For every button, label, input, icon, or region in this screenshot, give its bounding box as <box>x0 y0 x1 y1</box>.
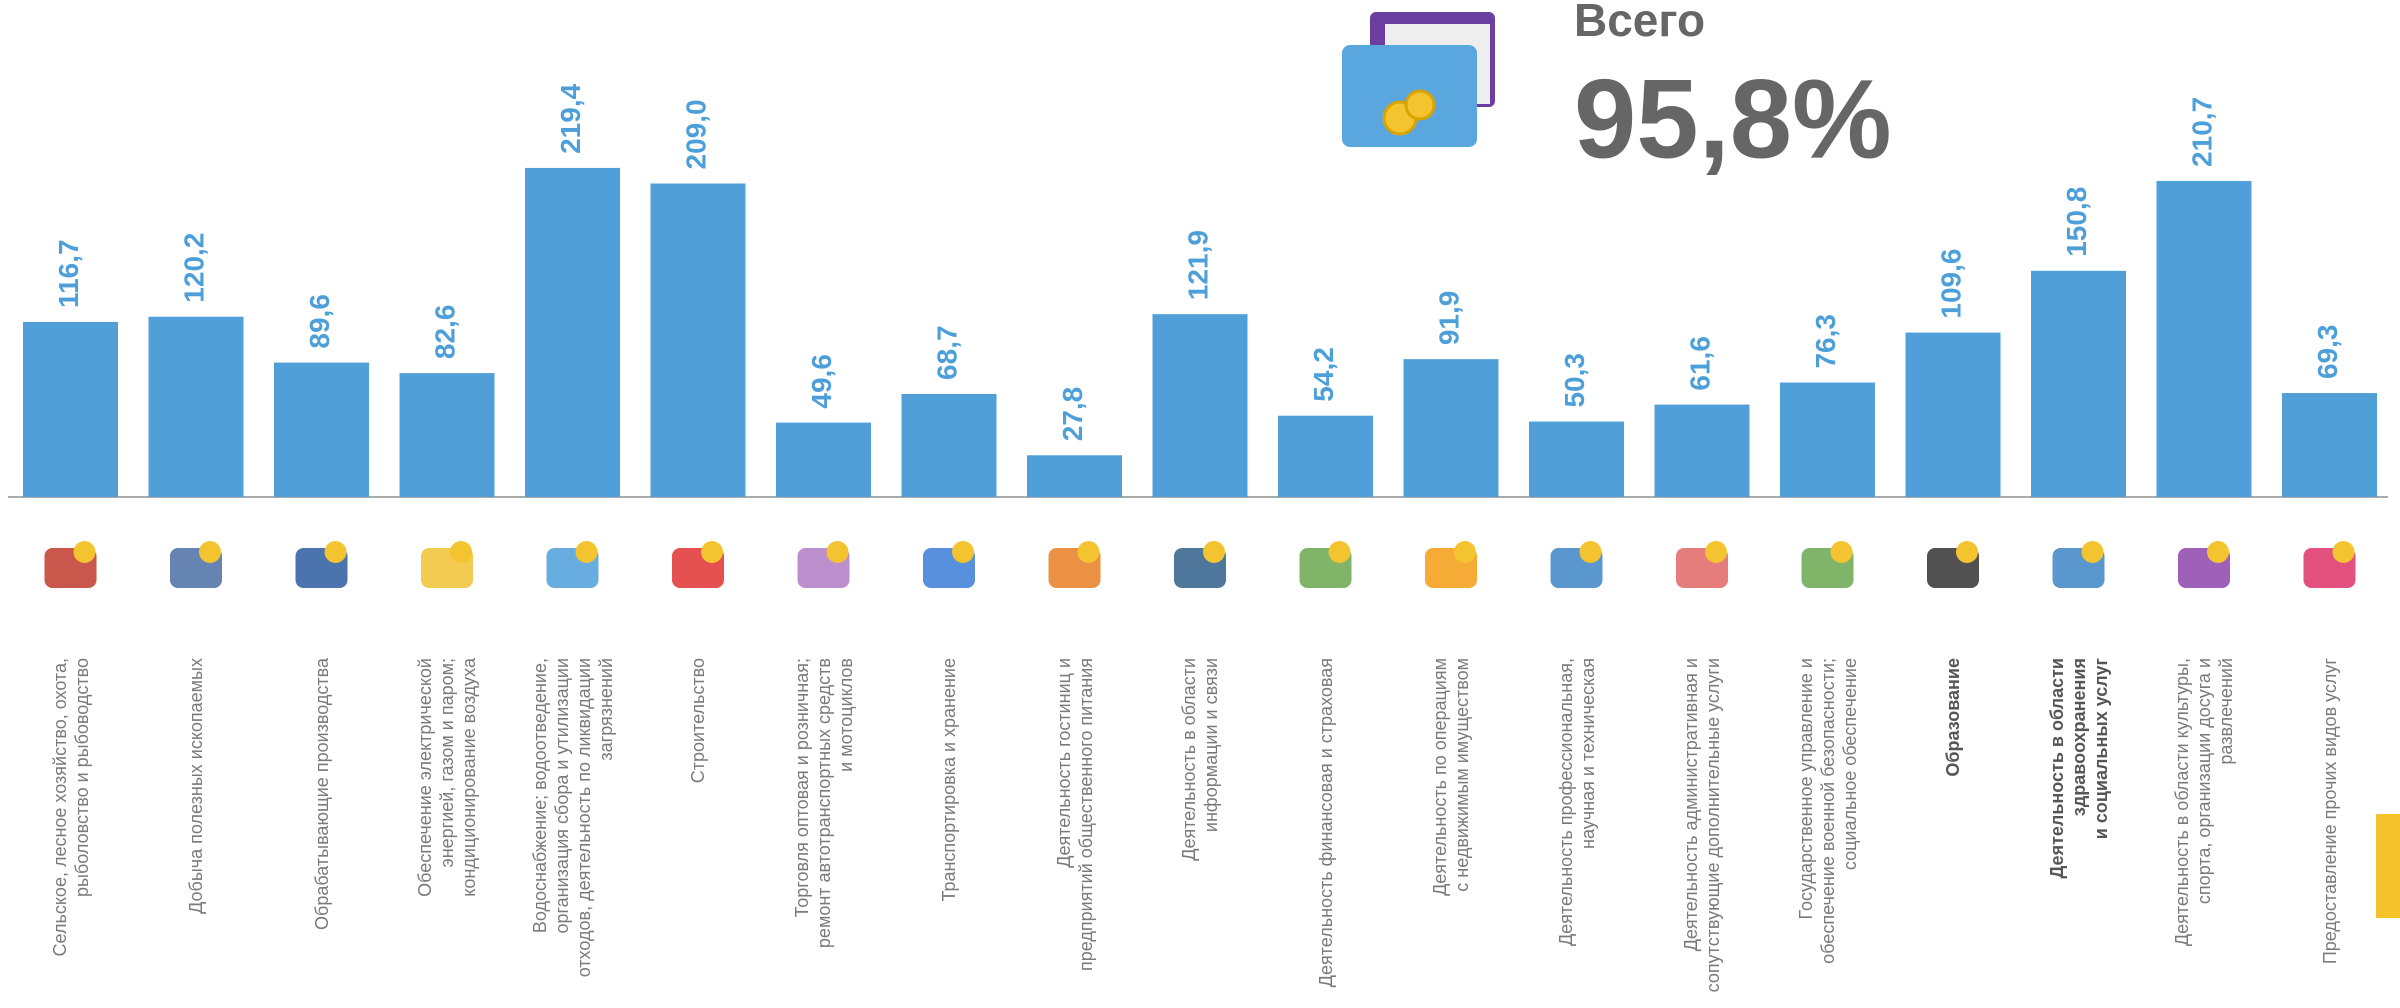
bar <box>1905 332 2001 497</box>
category-icon <box>2207 541 2229 563</box>
bar <box>1152 314 1248 497</box>
category-label: Водоснабжение; водоотведение, организаци… <box>529 658 616 978</box>
category-icon <box>1579 541 1602 563</box>
bar <box>399 373 495 497</box>
category-icon <box>1203 541 1225 563</box>
value-label: 121,9 <box>1182 230 1213 300</box>
value-label: 150,8 <box>2061 187 2092 257</box>
value-label: 219,4 <box>555 83 586 153</box>
value-label: 61,6 <box>1684 336 1715 391</box>
bar <box>2282 393 2377 497</box>
bar <box>274 362 369 497</box>
folder-icon <box>1342 12 1495 147</box>
category-icon <box>826 541 849 563</box>
category-label: Деятельность финансовая и страховая <box>1315 658 1336 988</box>
total-title: Всего <box>1574 0 1705 46</box>
category-icon <box>1454 541 1476 563</box>
category-label: Деятельность профессиональная, научная и… <box>1555 658 1598 947</box>
category-icon <box>1830 541 1853 563</box>
bar <box>1529 421 1624 497</box>
bar <box>1654 404 1750 497</box>
category-icon <box>199 541 221 563</box>
category-label: Государственное управление и обеспечение… <box>1795 658 1860 964</box>
category-label: Образование <box>1943 658 1963 777</box>
category-icon <box>2332 541 2355 563</box>
bar <box>2031 270 2126 497</box>
category-icon <box>1705 541 1727 563</box>
category-icon <box>73 541 96 563</box>
category-label: Деятельность в области культуры, спорта,… <box>2172 658 2236 947</box>
category-label: Деятельность гостиниц и предприятий обще… <box>1053 658 1096 972</box>
bar <box>1278 415 1373 497</box>
value-label: 116,7 <box>53 239 84 308</box>
value-label: 91,9 <box>1433 291 1464 346</box>
value-label: 120,2 <box>178 233 209 303</box>
side-tab <box>2376 814 2400 918</box>
bar <box>1403 359 1499 497</box>
bar <box>1780 382 1875 497</box>
category-label: Деятельность в области здравоохранения и… <box>2046 658 2111 879</box>
category-label: Транспортировка и хранение <box>939 658 959 902</box>
category-icon <box>1956 541 1978 563</box>
bar <box>23 321 118 497</box>
value-label: 76,3 <box>1810 314 1841 369</box>
bar <box>901 393 997 497</box>
bar <box>776 422 871 497</box>
value-label: 49,6 <box>806 354 837 409</box>
category-label: Обрабатывающие производства <box>311 658 332 930</box>
value-label: 50,3 <box>1559 353 1590 408</box>
category-icon <box>450 541 472 563</box>
bar <box>2156 180 2252 497</box>
category-icon <box>575 541 598 563</box>
bar <box>525 167 620 497</box>
value-label: 27,8 <box>1057 387 1088 442</box>
category-icon <box>324 541 347 563</box>
category-icon <box>701 541 723 563</box>
category-icon <box>2081 541 2104 563</box>
category-label: Обеспечение электрической энергией, газо… <box>415 658 479 897</box>
value-label: 89,6 <box>304 294 335 349</box>
value-label: 210,7 <box>2186 97 2217 167</box>
value-label: 68,7 <box>931 325 962 380</box>
category-label: Деятельность в области информации и связ… <box>1179 658 1221 861</box>
value-label: 82,6 <box>429 305 460 360</box>
category-label: Сельское, лесное хозяйство, охота, рыбол… <box>49 658 92 957</box>
category-label: Деятельность по операциям с недвижимым и… <box>1430 658 1472 896</box>
category-label: Добыча полезных ископаемых <box>186 658 206 914</box>
category-label: Деятельность административная и сопутств… <box>1681 658 1723 993</box>
category-label: Строительство <box>688 658 708 784</box>
bar <box>650 183 746 497</box>
bar <box>1027 455 1122 497</box>
category-icon <box>1328 541 1351 563</box>
total-value: 95,8% <box>1574 57 1892 182</box>
value-label: 209,0 <box>680 99 711 169</box>
value-label: 69,3 <box>2312 325 2343 380</box>
bar <box>148 316 244 497</box>
category-icon <box>1077 541 1100 563</box>
value-label: 109,6 <box>1935 249 1966 319</box>
value-label: 54,2 <box>1308 347 1339 402</box>
category-label: Торговля оптовая и розничная; ремонт авт… <box>791 658 856 949</box>
category-label: Предоставление прочих видов услуг <box>2319 658 2340 965</box>
category-icon <box>952 541 974 563</box>
